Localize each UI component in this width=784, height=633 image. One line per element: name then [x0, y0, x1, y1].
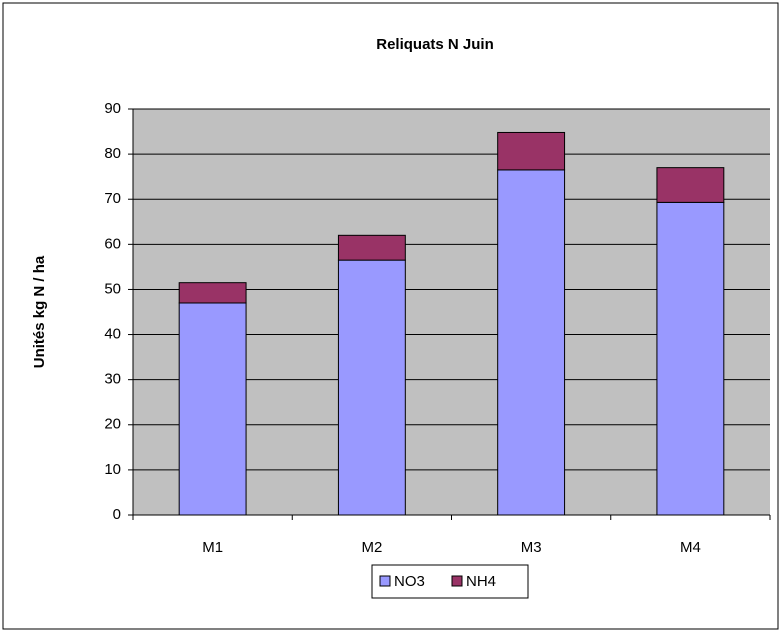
y-tick-label: 30 [104, 371, 121, 388]
x-tick-label: M3 [521, 539, 542, 556]
bar-segment [656, 167, 725, 203]
y-tick-label: 90 [104, 100, 121, 117]
bar-segment [178, 302, 247, 516]
legend-label: NO3 [394, 573, 425, 590]
bar-segment [337, 234, 406, 261]
chart-title: Reliquats N Juin [376, 36, 494, 53]
bar-segment [656, 201, 725, 516]
x-tick-label: M2 [361, 539, 382, 556]
legend-box [371, 564, 529, 599]
x-tick-label: M4 [680, 539, 701, 556]
legend-label: NH4 [466, 573, 496, 590]
y-axis-label: Unités kg N / ha [31, 255, 48, 368]
y-tick-label: 0 [113, 506, 121, 523]
bar-segment [337, 259, 406, 516]
y-tick-label: 70 [104, 190, 121, 207]
y-tick-label: 40 [104, 326, 121, 343]
x-tick-label: M1 [202, 539, 223, 556]
bar-segment [497, 169, 566, 516]
y-tick-label: 60 [104, 235, 121, 252]
bar-segment [497, 131, 566, 171]
y-tick-label: 20 [104, 416, 121, 433]
legend-swatch [379, 575, 391, 587]
bar-segment [178, 282, 247, 304]
y-tick-label: 80 [104, 145, 121, 162]
y-tick-label: 50 [104, 280, 121, 297]
y-tick-label: 10 [104, 461, 121, 478]
legend-swatch [451, 575, 463, 587]
